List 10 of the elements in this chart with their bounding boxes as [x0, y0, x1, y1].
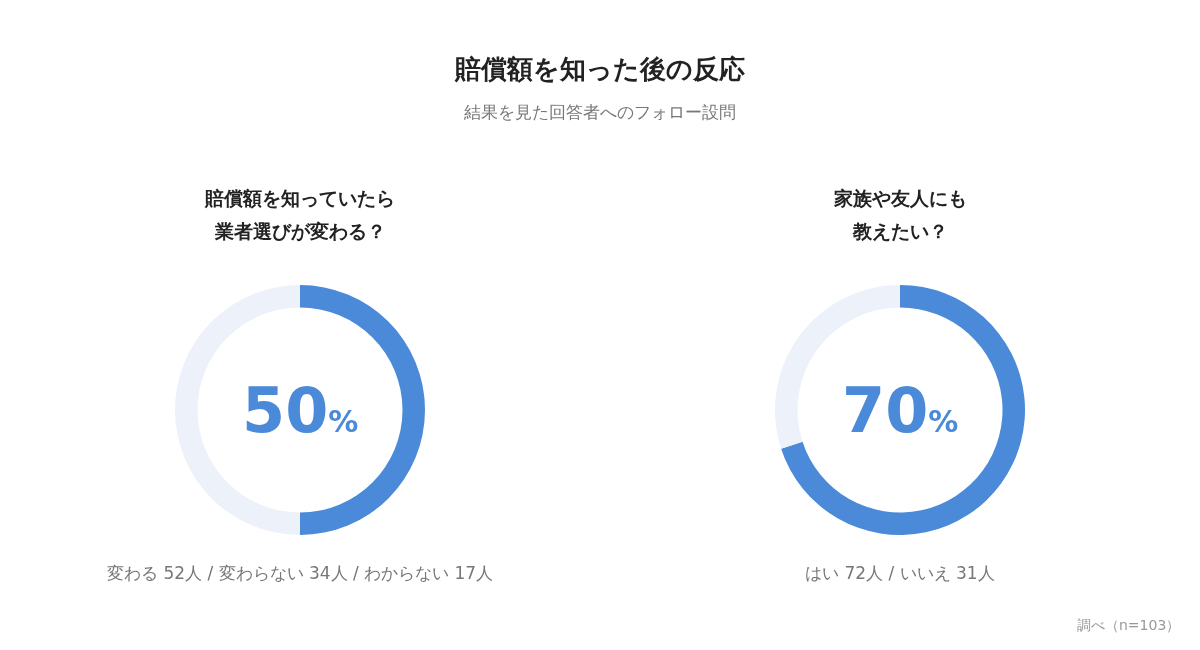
text: 50%: [242, 374, 359, 447]
donut-slice: [781, 285, 1025, 535]
text: 結果を見た回答者へのフォロー設問: [463, 101, 737, 124]
text: はい 72人 / いいえ 31人: [805, 563, 995, 583]
text: 賠償額を知った後の反応: [453, 53, 746, 86]
chart-title: 賠償額を知っていたら業者選びが変わる？: [204, 186, 396, 245]
text: 変わる 52人 / 変わらない 34人 / わからない 17人: [107, 563, 494, 583]
text: 調べ（n=103）: [1077, 617, 1181, 633]
text: 70%: [842, 374, 959, 447]
chart-title: 家族や友人にも教えたい？: [832, 186, 968, 245]
